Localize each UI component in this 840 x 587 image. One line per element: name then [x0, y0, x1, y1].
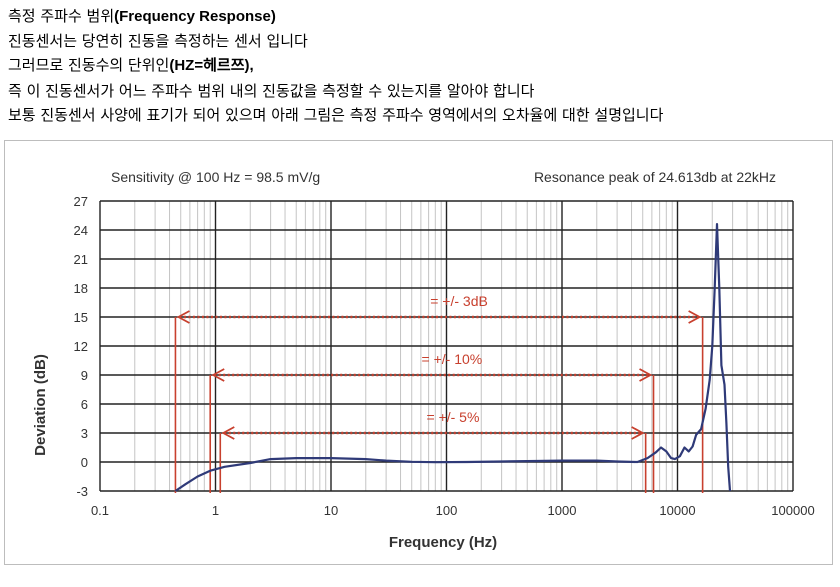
- x-axis-label: Frequency (Hz): [389, 534, 497, 551]
- band-label: = +/- 10%: [422, 351, 483, 367]
- y-tick-label: 24: [74, 223, 88, 238]
- y-tick-label: 6: [81, 397, 88, 412]
- x-tick-label: 10: [324, 503, 338, 518]
- y-tick-label: 9: [81, 368, 88, 383]
- band-arrow-right: [639, 368, 653, 382]
- x-tick-label: 1: [212, 503, 219, 518]
- intro-line-3-bold: (HZ=헤르쯔),: [169, 57, 254, 75]
- sensitivity-note: Sensitivity @ 100 Hz = 98.5 mV/g: [111, 169, 320, 185]
- band-arrow-left: [176, 310, 190, 324]
- band-arrow-left: [211, 368, 225, 382]
- y-tick-label: 12: [74, 339, 88, 354]
- y-tick-label: -3: [76, 484, 88, 499]
- intro-line-4: 즉 이 진동센서가 어느 주파수 범위 내의 진동값을 측정할 수 있는지를 알…: [8, 81, 535, 100]
- intro-line-1-bold: (Frequency Response): [114, 8, 276, 25]
- x-tick-label: 100: [436, 503, 458, 518]
- chart-frame: Sensitivity @ 100 Hz = 98.5 mV/g Resonan…: [4, 140, 833, 565]
- frequency-response-line: [174, 222, 732, 492]
- y-axis-label: Deviation (dB): [32, 354, 49, 456]
- intro-line-3: 그러므로 진동수의 단위인(HZ=헤르쯔),: [8, 53, 838, 78]
- band-label: = +/- 3dB: [430, 293, 488, 309]
- band-arrow-left: [221, 426, 235, 440]
- y-tick-label: 18: [74, 281, 88, 296]
- band-arrow-right: [631, 426, 645, 440]
- band-arrow-right: [688, 310, 702, 324]
- y-tick-label: 15: [74, 310, 88, 325]
- y-tick-labels: -3 0 3 6 9 12 15 18 21 24 27: [74, 194, 88, 499]
- series-layer: [174, 222, 732, 492]
- x-tick-label: 0.1: [91, 503, 109, 518]
- x-tick-label: 1000: [548, 503, 577, 518]
- x-tick-label: 100000: [771, 503, 814, 518]
- intro-line-5: 보통 진동센서 사양에 표기가 되어 있으며 아래 그림은 측정 주파수 영역에…: [8, 105, 664, 124]
- y-tick-label: 21: [74, 252, 88, 267]
- x-tick-label: 10000: [659, 503, 695, 518]
- intro-line-3-text: 그러므로 진동수의 단위인: [8, 56, 170, 75]
- intro-text: 측정 주파수 범위(Frequency Response) 진동센서는 당연히 …: [8, 4, 838, 127]
- plot-grid: [99, 200, 794, 492]
- x-tick-labels: 0.1 1 10 100 1000 10000 100000: [91, 503, 815, 518]
- tolerance-bands: = +/- 3dB = +/- 10% = +/- 5%: [174, 293, 704, 493]
- y-tick-label: 0: [81, 455, 88, 470]
- intro-line-1: 측정 주파수 범위(Frequency Response): [8, 4, 838, 29]
- frequency-response-chart: Sensitivity @ 100 Hz = 98.5 mV/g Resonan…: [32, 169, 815, 551]
- band-label: = +/- 5%: [427, 409, 480, 425]
- y-tick-label: 3: [81, 426, 88, 441]
- resonance-note: Resonance peak of 24.613db at 22kHz: [534, 169, 776, 185]
- intro-line-1-text: 측정 주파수 범위: [8, 7, 115, 25]
- y-tick-label: 27: [74, 194, 88, 209]
- intro-line-2: 진동센서는 당연히 진동을 측정하는 센서 입니다: [8, 32, 308, 51]
